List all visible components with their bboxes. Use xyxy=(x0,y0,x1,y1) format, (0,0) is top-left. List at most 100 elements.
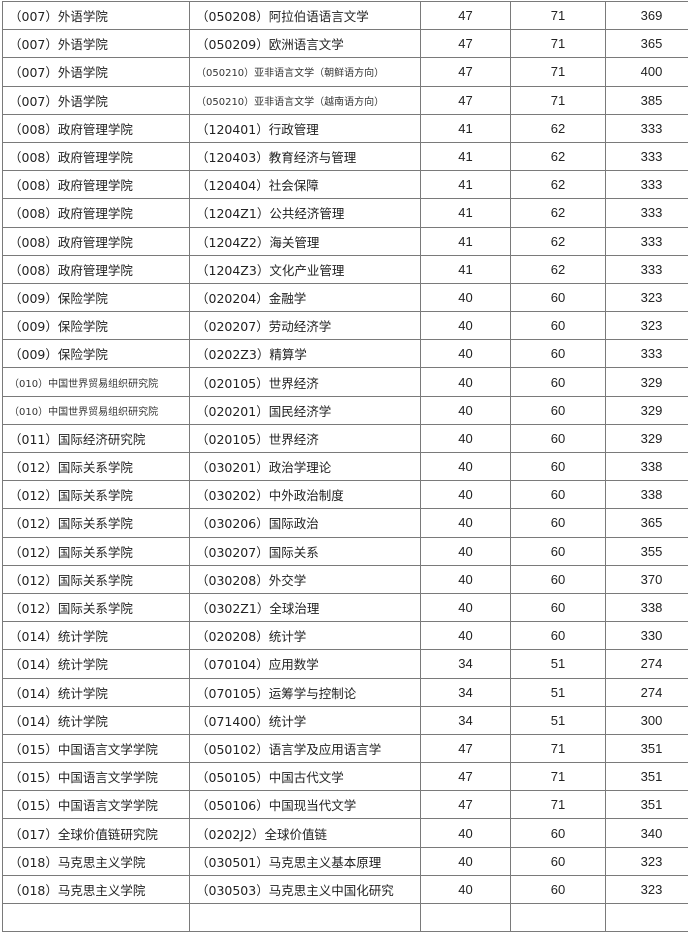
school-cell: （009）保险学院 xyxy=(3,340,190,368)
school-cell: （014）统计学院 xyxy=(3,622,190,650)
score-a-cell: 41 xyxy=(421,255,511,283)
total-score-cell: 333 xyxy=(606,255,688,283)
major-cell: （120404）社会保障 xyxy=(190,171,421,199)
score-b-cell: 71 xyxy=(511,791,606,819)
score-b-cell: 60 xyxy=(511,509,606,537)
total-score-cell xyxy=(606,904,688,932)
major-cell: （030207）国际关系 xyxy=(190,537,421,565)
score-b-cell: 51 xyxy=(511,706,606,734)
total-score-cell: 329 xyxy=(606,424,688,452)
school-cell: （008）政府管理学院 xyxy=(3,199,190,227)
school-cell: （007）外语学院 xyxy=(3,86,190,114)
score-a-cell: 47 xyxy=(421,763,511,791)
score-b-cell: 71 xyxy=(511,30,606,58)
total-score-cell: 355 xyxy=(606,537,688,565)
score-a-cell: 40 xyxy=(421,593,511,621)
score-b-cell: 60 xyxy=(511,312,606,340)
major-cell: （050209）欧洲语言文学 xyxy=(190,30,421,58)
major-cell: （071400）统计学 xyxy=(190,706,421,734)
score-a-cell: 41 xyxy=(421,142,511,170)
major-cell: （030501）马克思主义基本原理 xyxy=(190,847,421,875)
total-score-cell: 323 xyxy=(606,312,688,340)
total-score-cell: 338 xyxy=(606,593,688,621)
school-cell: （017）全球价值链研究院 xyxy=(3,819,190,847)
total-score-cell: 338 xyxy=(606,453,688,481)
school-cell: （015）中国语言文学学院 xyxy=(3,763,190,791)
school-cell: （012）国际关系学院 xyxy=(3,565,190,593)
score-a-cell: 40 xyxy=(421,819,511,847)
score-a-cell: 40 xyxy=(421,622,511,650)
school-cell: （014）统计学院 xyxy=(3,650,190,678)
major-cell: （030208）外交学 xyxy=(190,565,421,593)
school-cell: （008）政府管理学院 xyxy=(3,255,190,283)
score-a-cell: 47 xyxy=(421,791,511,819)
school-cell: （018）马克思主义学院 xyxy=(3,847,190,875)
score-a-cell: 41 xyxy=(421,171,511,199)
total-score-cell: 365 xyxy=(606,509,688,537)
school-cell: （012）国际关系学院 xyxy=(3,537,190,565)
score-b-cell: 71 xyxy=(511,734,606,762)
major-cell: （020105）世界经济 xyxy=(190,424,421,452)
score-b-cell: 60 xyxy=(511,819,606,847)
major-cell: （120401）行政管理 xyxy=(190,114,421,142)
score-b-cell: 62 xyxy=(511,114,606,142)
major-cell: （120403）教育经济与管理 xyxy=(190,142,421,170)
major-cell: （050106）中国现当代文学 xyxy=(190,791,421,819)
total-score-cell: 338 xyxy=(606,481,688,509)
score-a-cell: 40 xyxy=(421,875,511,903)
score-a-cell: 40 xyxy=(421,312,511,340)
score-b-cell: 62 xyxy=(511,227,606,255)
score-b-cell: 62 xyxy=(511,199,606,227)
school-cell: （010）中国世界贸易组织研究院 xyxy=(3,368,190,396)
school-cell: （009）保险学院 xyxy=(3,312,190,340)
total-score-cell: 351 xyxy=(606,763,688,791)
major-cell: （070104）应用数学 xyxy=(190,650,421,678)
score-a-cell xyxy=(421,904,511,932)
score-b-cell: 62 xyxy=(511,142,606,170)
major-cell: （050102）语言学及应用语言学 xyxy=(190,734,421,762)
score-b-cell: 71 xyxy=(511,86,606,114)
school-cell: （009）保险学院 xyxy=(3,283,190,311)
major-cell: （0202J2）全球价值链 xyxy=(190,819,421,847)
score-b-cell: 60 xyxy=(511,565,606,593)
score-b-cell: 60 xyxy=(511,481,606,509)
total-score-cell: 369 xyxy=(606,2,688,30)
school-cell: （015）中国语言文学学院 xyxy=(3,734,190,762)
score-a-cell: 47 xyxy=(421,30,511,58)
total-score-cell: 333 xyxy=(606,171,688,199)
major-cell: （050210）亚非语言文学（朝鲜语方向） xyxy=(190,58,421,86)
score-b-cell: 71 xyxy=(511,58,606,86)
total-score-cell: 333 xyxy=(606,142,688,170)
score-a-cell: 40 xyxy=(421,283,511,311)
total-score-cell: 330 xyxy=(606,622,688,650)
school-cell: （018）马克思主义学院 xyxy=(3,875,190,903)
school-cell: （012）国际关系学院 xyxy=(3,481,190,509)
total-score-cell: 351 xyxy=(606,734,688,762)
school-cell: （012）国际关系学院 xyxy=(3,593,190,621)
school-cell: （012）国际关系学院 xyxy=(3,509,190,537)
total-score-cell: 323 xyxy=(606,875,688,903)
total-score-cell: 351 xyxy=(606,791,688,819)
total-score-cell: 274 xyxy=(606,650,688,678)
major-cell: （030202）中外政治制度 xyxy=(190,481,421,509)
major-cell: （030201）政治学理论 xyxy=(190,453,421,481)
major-cell: （050208）阿拉伯语语言文学 xyxy=(190,2,421,30)
